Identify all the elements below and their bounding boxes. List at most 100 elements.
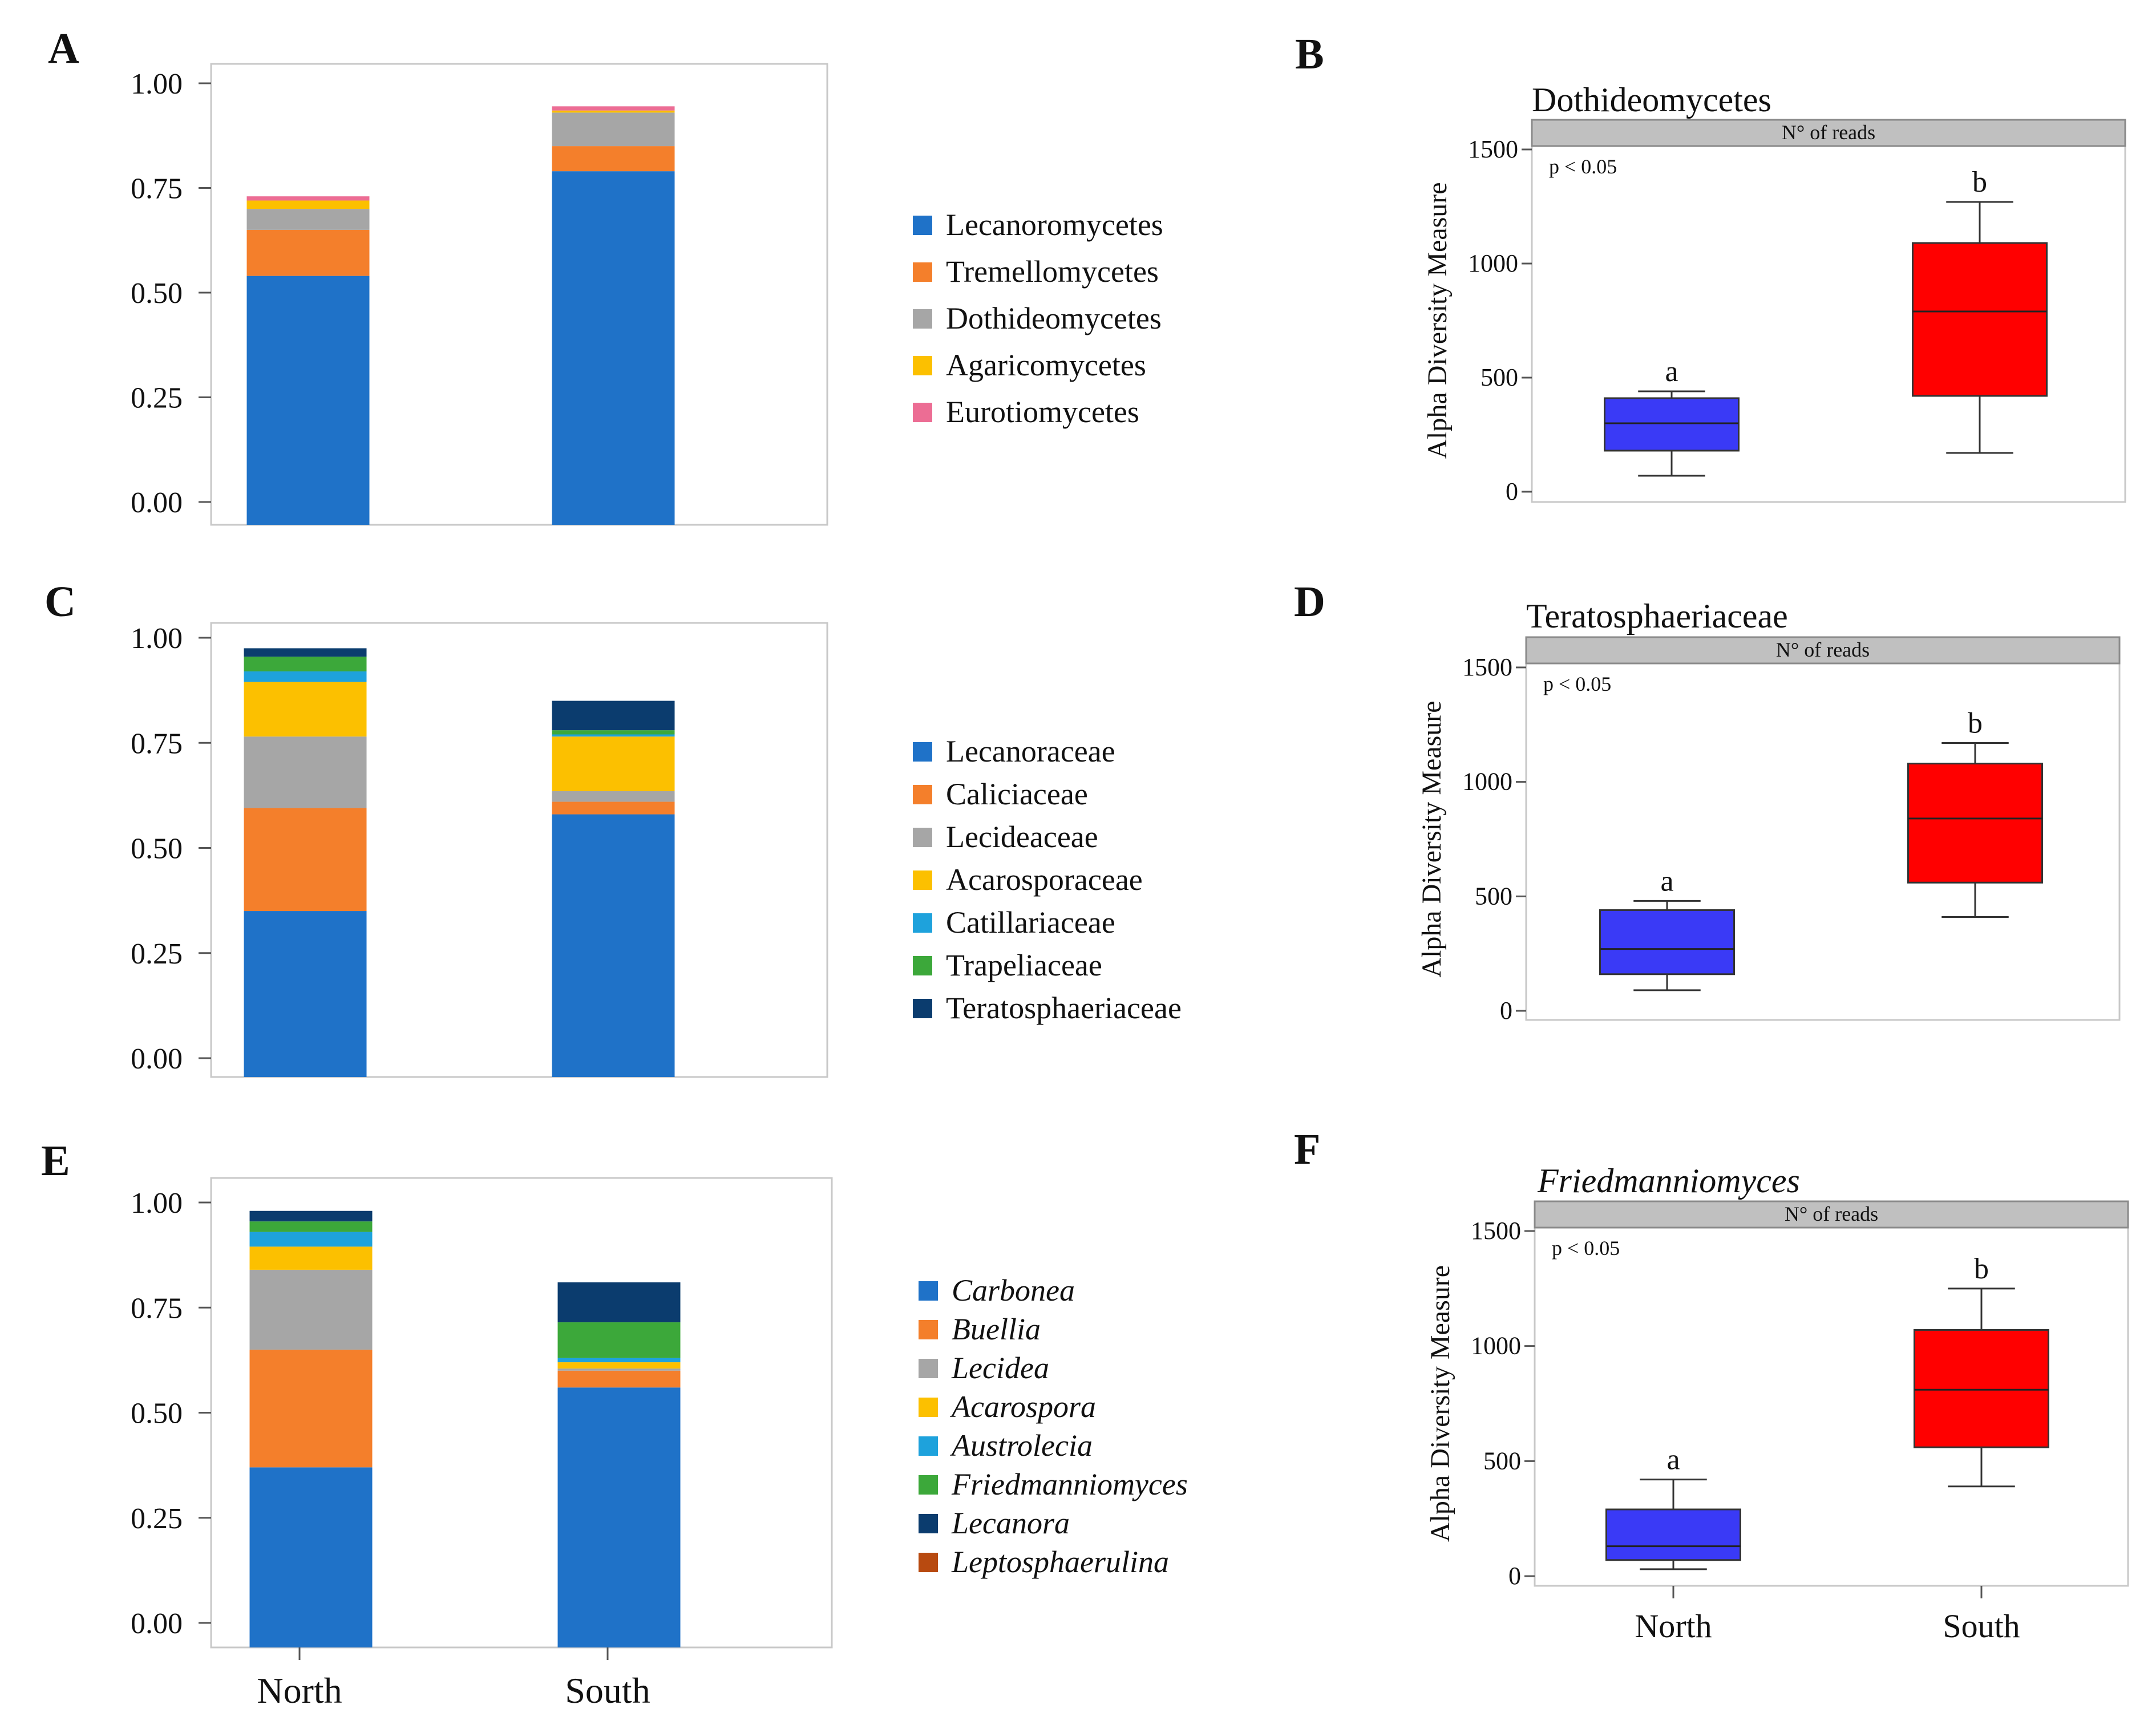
- legend-swatch: [919, 1320, 938, 1339]
- y-tick-label: 500: [1481, 363, 1518, 391]
- bar-segment-acarosporaceae-north: [244, 682, 367, 737]
- legend-label: Leptosphaerulina: [951, 1545, 1169, 1579]
- bar-segment-lecanoromycetes-north: [246, 276, 370, 502]
- bar-segment-austrolecia-south: [557, 1358, 681, 1363]
- significance-letter: a: [1660, 865, 1673, 897]
- y-tick-label: 0.00: [131, 487, 183, 519]
- panel-letter: E: [41, 1137, 70, 1185]
- bar-segment-carbonea-north: [249, 1467, 373, 1623]
- y-axis-label: Alpha Diversity Measure: [1417, 701, 1447, 977]
- significance-letter: b: [1974, 1253, 1989, 1285]
- panel-c: C 0.00 0.25 0.50 0.75 1.00 Lecanoraceae Calicia…: [45, 578, 1182, 1078]
- p-value-label: p < 0.05: [1543, 673, 1611, 695]
- facet-strip: [1525, 636, 2121, 665]
- panel-letter: A: [48, 25, 79, 72]
- facet-strip-label: N° of reads: [1776, 638, 1870, 661]
- legend-swatch: [913, 999, 932, 1018]
- panel-letter: C: [45, 578, 76, 626]
- y-tick-label: 1000: [1468, 249, 1518, 277]
- x-tick-label-north: North: [257, 1670, 342, 1711]
- legend-swatch: [913, 742, 932, 762]
- y-tick-label: 500: [1483, 1447, 1521, 1475]
- bar-base-north: [249, 1623, 373, 1647]
- significance-letter: a: [1665, 355, 1678, 388]
- x-tick-label-north: North: [1635, 1608, 1712, 1645]
- bar-base-south: [557, 1623, 681, 1647]
- plot-title: Dothideomycetes: [1532, 81, 1771, 119]
- bar-segment-eurotiomycetes-south: [552, 106, 675, 111]
- box-south: [1914, 1329, 2049, 1448]
- legend-label: Caliciaceae: [946, 777, 1088, 811]
- y-tick-label: 0.25: [131, 382, 183, 415]
- bar-segment-lecidea-north: [249, 1269, 373, 1350]
- legend-swatch: [919, 1398, 938, 1417]
- bar-segment-trapeliaceae-south: [552, 730, 675, 735]
- bar-segment-lecideaceae-south: [552, 791, 675, 802]
- panel-letter: B: [1295, 30, 1324, 78]
- bar-segment-eurotiomycetes-north: [246, 196, 370, 201]
- y-tick-label: 0.75: [131, 173, 183, 205]
- legend-label: Lecideaceae: [946, 820, 1098, 854]
- bar-segment-friedmanniomyces-south: [557, 1322, 681, 1358]
- legend-swatch: [913, 216, 932, 235]
- bar-segment-tremellomycetes-south: [552, 146, 675, 172]
- legend-swatch: [913, 785, 932, 804]
- p-value-label: p < 0.05: [1552, 1237, 1620, 1260]
- legend-label: Eurotiomycetes: [946, 395, 1139, 429]
- bar-segment-tremellomycetes-north: [246, 229, 370, 276]
- bar-segment-teratosphaeriaceae-north: [244, 648, 367, 657]
- panel-a: A 0.00 0.25 0.50 0.75 1.00 Lecanoromycetes Trem…: [48, 25, 1163, 526]
- bar-segment-dothideomycetes-south: [552, 112, 675, 147]
- legend-swatch: [913, 913, 932, 933]
- legend-label: Trapeliaceae: [946, 948, 1102, 982]
- bar-segment-agaricomycetes-north: [246, 200, 370, 209]
- significance-letter: b: [1972, 166, 1987, 199]
- y-tick-label: 500: [1475, 882, 1512, 910]
- bar-segment-lecanoromycetes-south: [552, 171, 675, 502]
- legend-label: Buellia: [952, 1312, 1041, 1346]
- y-tick-label: 0.75: [131, 727, 183, 760]
- bar-segment-lecideaceae-north: [244, 736, 367, 808]
- legend-label: Tremellomycetes: [946, 254, 1159, 289]
- legend-label: Acarospora: [950, 1390, 1096, 1424]
- bar-segment-carbonea-south: [557, 1387, 681, 1623]
- legend-label: Lecanoromycetes: [946, 208, 1163, 242]
- bar-segment-lecanoraceae-south: [552, 814, 675, 1058]
- facet-strip: [1531, 119, 2126, 147]
- bar-segment-agaricomycetes-south: [552, 110, 675, 113]
- y-tick-label: 0.50: [131, 833, 183, 865]
- bar-segment-teratosphaeriaceae-south: [552, 701, 675, 731]
- bar-segment-catillariaceae-south: [552, 734, 675, 737]
- facet-strip-label: N° of reads: [1782, 121, 1875, 144]
- y-tick-label: 1500: [1462, 653, 1512, 681]
- y-tick-label: 1.00: [131, 622, 183, 655]
- legend-label: Lecanora: [951, 1506, 1070, 1540]
- y-tick-label: 1.00: [131, 1187, 183, 1220]
- bar-segment-lecanora-south: [557, 1282, 681, 1323]
- facet-strip: [1534, 1200, 2129, 1229]
- y-tick-label: 0.00: [131, 1043, 183, 1075]
- bar-segment-caliciaceae-south: [552, 801, 675, 815]
- y-tick-label: 0.50: [131, 1398, 183, 1430]
- legend-swatch: [919, 1475, 938, 1495]
- y-tick-label: 0.50: [131, 277, 183, 310]
- legend-swatch: [919, 1281, 938, 1301]
- panel-letter: D: [1294, 578, 1325, 626]
- legend-label: Carbonea: [952, 1273, 1075, 1307]
- bar-base-south: [552, 502, 675, 525]
- y-tick-label: 0: [1506, 477, 1518, 505]
- panel-e: E 0.00 0.25 0.50 0.75 1.00 North South Carbonea B…: [41, 1137, 1188, 1711]
- legend-swatch: [919, 1514, 938, 1533]
- bar-segment-acarosporaceae-south: [552, 736, 675, 792]
- bar-segment-trapeliaceae-north: [244, 657, 367, 671]
- legend-label: Teratosphaeriaceae: [946, 991, 1182, 1025]
- legend-label: Acarosporaceae: [946, 863, 1143, 897]
- bar-segment-lecanora-north: [249, 1210, 373, 1222]
- bar-segment-buellia-south: [557, 1370, 681, 1388]
- y-axis-label: Alpha Diversity Measure: [1422, 182, 1453, 459]
- bar-base-north: [246, 502, 370, 525]
- y-tick-label: 1500: [1468, 135, 1518, 163]
- legend-swatch: [913, 262, 932, 282]
